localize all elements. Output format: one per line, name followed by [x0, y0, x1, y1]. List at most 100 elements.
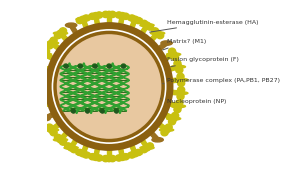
Ellipse shape [166, 53, 181, 56]
Ellipse shape [163, 127, 170, 133]
Ellipse shape [89, 154, 96, 160]
Ellipse shape [34, 77, 41, 83]
Polygon shape [94, 15, 100, 27]
Polygon shape [129, 19, 137, 30]
Ellipse shape [83, 152, 90, 158]
Polygon shape [59, 130, 69, 141]
Ellipse shape [60, 139, 67, 145]
Text: Nucleoprotein (NP): Nucleoprotein (NP) [160, 99, 226, 104]
Ellipse shape [36, 103, 43, 109]
Point [71, 109, 75, 112]
Ellipse shape [115, 14, 129, 17]
Ellipse shape [79, 16, 86, 22]
Text: Fusion glycoprotein (F): Fusion glycoprotein (F) [166, 57, 239, 67]
Ellipse shape [140, 147, 148, 153]
Ellipse shape [143, 145, 151, 151]
Point [114, 109, 119, 112]
Ellipse shape [37, 106, 44, 113]
Ellipse shape [92, 154, 99, 161]
Polygon shape [170, 78, 181, 83]
Polygon shape [37, 78, 48, 83]
Ellipse shape [128, 152, 142, 155]
Text: Hemagglutinin-esterase (HA): Hemagglutinin-esterase (HA) [150, 20, 258, 32]
Ellipse shape [119, 12, 126, 19]
Ellipse shape [37, 53, 52, 56]
Ellipse shape [109, 156, 116, 162]
Polygon shape [37, 90, 48, 95]
Ellipse shape [114, 109, 119, 112]
Polygon shape [44, 112, 55, 120]
Ellipse shape [78, 64, 82, 68]
Ellipse shape [146, 24, 154, 30]
Ellipse shape [43, 48, 50, 54]
Ellipse shape [172, 112, 179, 119]
Polygon shape [50, 41, 62, 51]
Ellipse shape [34, 87, 41, 93]
Polygon shape [167, 65, 179, 72]
Polygon shape [39, 101, 51, 108]
Point [85, 109, 90, 112]
Ellipse shape [89, 13, 96, 19]
Ellipse shape [122, 13, 129, 19]
Ellipse shape [177, 93, 184, 100]
Ellipse shape [102, 13, 116, 16]
Ellipse shape [174, 60, 181, 67]
Ellipse shape [170, 51, 177, 57]
Ellipse shape [79, 151, 86, 157]
Polygon shape [149, 32, 159, 43]
Ellipse shape [174, 92, 188, 95]
Ellipse shape [57, 30, 64, 36]
Ellipse shape [76, 17, 83, 24]
Polygon shape [39, 65, 51, 72]
Ellipse shape [34, 73, 41, 80]
Ellipse shape [44, 42, 59, 44]
Point [92, 65, 97, 67]
Polygon shape [118, 15, 124, 27]
Point [121, 65, 126, 67]
Ellipse shape [54, 32, 62, 39]
Ellipse shape [34, 93, 41, 100]
Ellipse shape [60, 28, 67, 34]
Ellipse shape [105, 11, 113, 17]
Polygon shape [170, 90, 181, 95]
Ellipse shape [174, 106, 181, 113]
Ellipse shape [177, 73, 184, 80]
Ellipse shape [76, 152, 90, 155]
Ellipse shape [161, 41, 172, 45]
Ellipse shape [146, 143, 154, 149]
Polygon shape [59, 32, 69, 43]
Polygon shape [163, 112, 175, 120]
Ellipse shape [70, 147, 78, 153]
Polygon shape [69, 24, 79, 36]
Point [63, 65, 68, 67]
Ellipse shape [107, 64, 111, 68]
Ellipse shape [159, 129, 174, 131]
Ellipse shape [57, 137, 64, 143]
Point [78, 65, 83, 67]
Ellipse shape [168, 48, 175, 54]
Ellipse shape [30, 92, 44, 95]
Ellipse shape [102, 157, 116, 160]
Ellipse shape [175, 64, 182, 70]
Ellipse shape [83, 15, 90, 21]
Ellipse shape [53, 138, 67, 141]
Polygon shape [149, 130, 159, 141]
Ellipse shape [175, 103, 182, 109]
Ellipse shape [93, 64, 97, 68]
Ellipse shape [178, 80, 185, 86]
Polygon shape [107, 147, 111, 159]
Ellipse shape [170, 116, 177, 122]
Ellipse shape [166, 117, 181, 120]
Ellipse shape [102, 156, 109, 162]
Ellipse shape [165, 124, 172, 130]
Ellipse shape [121, 64, 126, 68]
Ellipse shape [34, 90, 41, 96]
Ellipse shape [64, 64, 68, 68]
Ellipse shape [140, 146, 154, 149]
Ellipse shape [119, 154, 126, 161]
Ellipse shape [96, 12, 103, 18]
Ellipse shape [92, 12, 99, 19]
Ellipse shape [115, 155, 122, 161]
Ellipse shape [65, 143, 72, 149]
Ellipse shape [64, 146, 78, 149]
